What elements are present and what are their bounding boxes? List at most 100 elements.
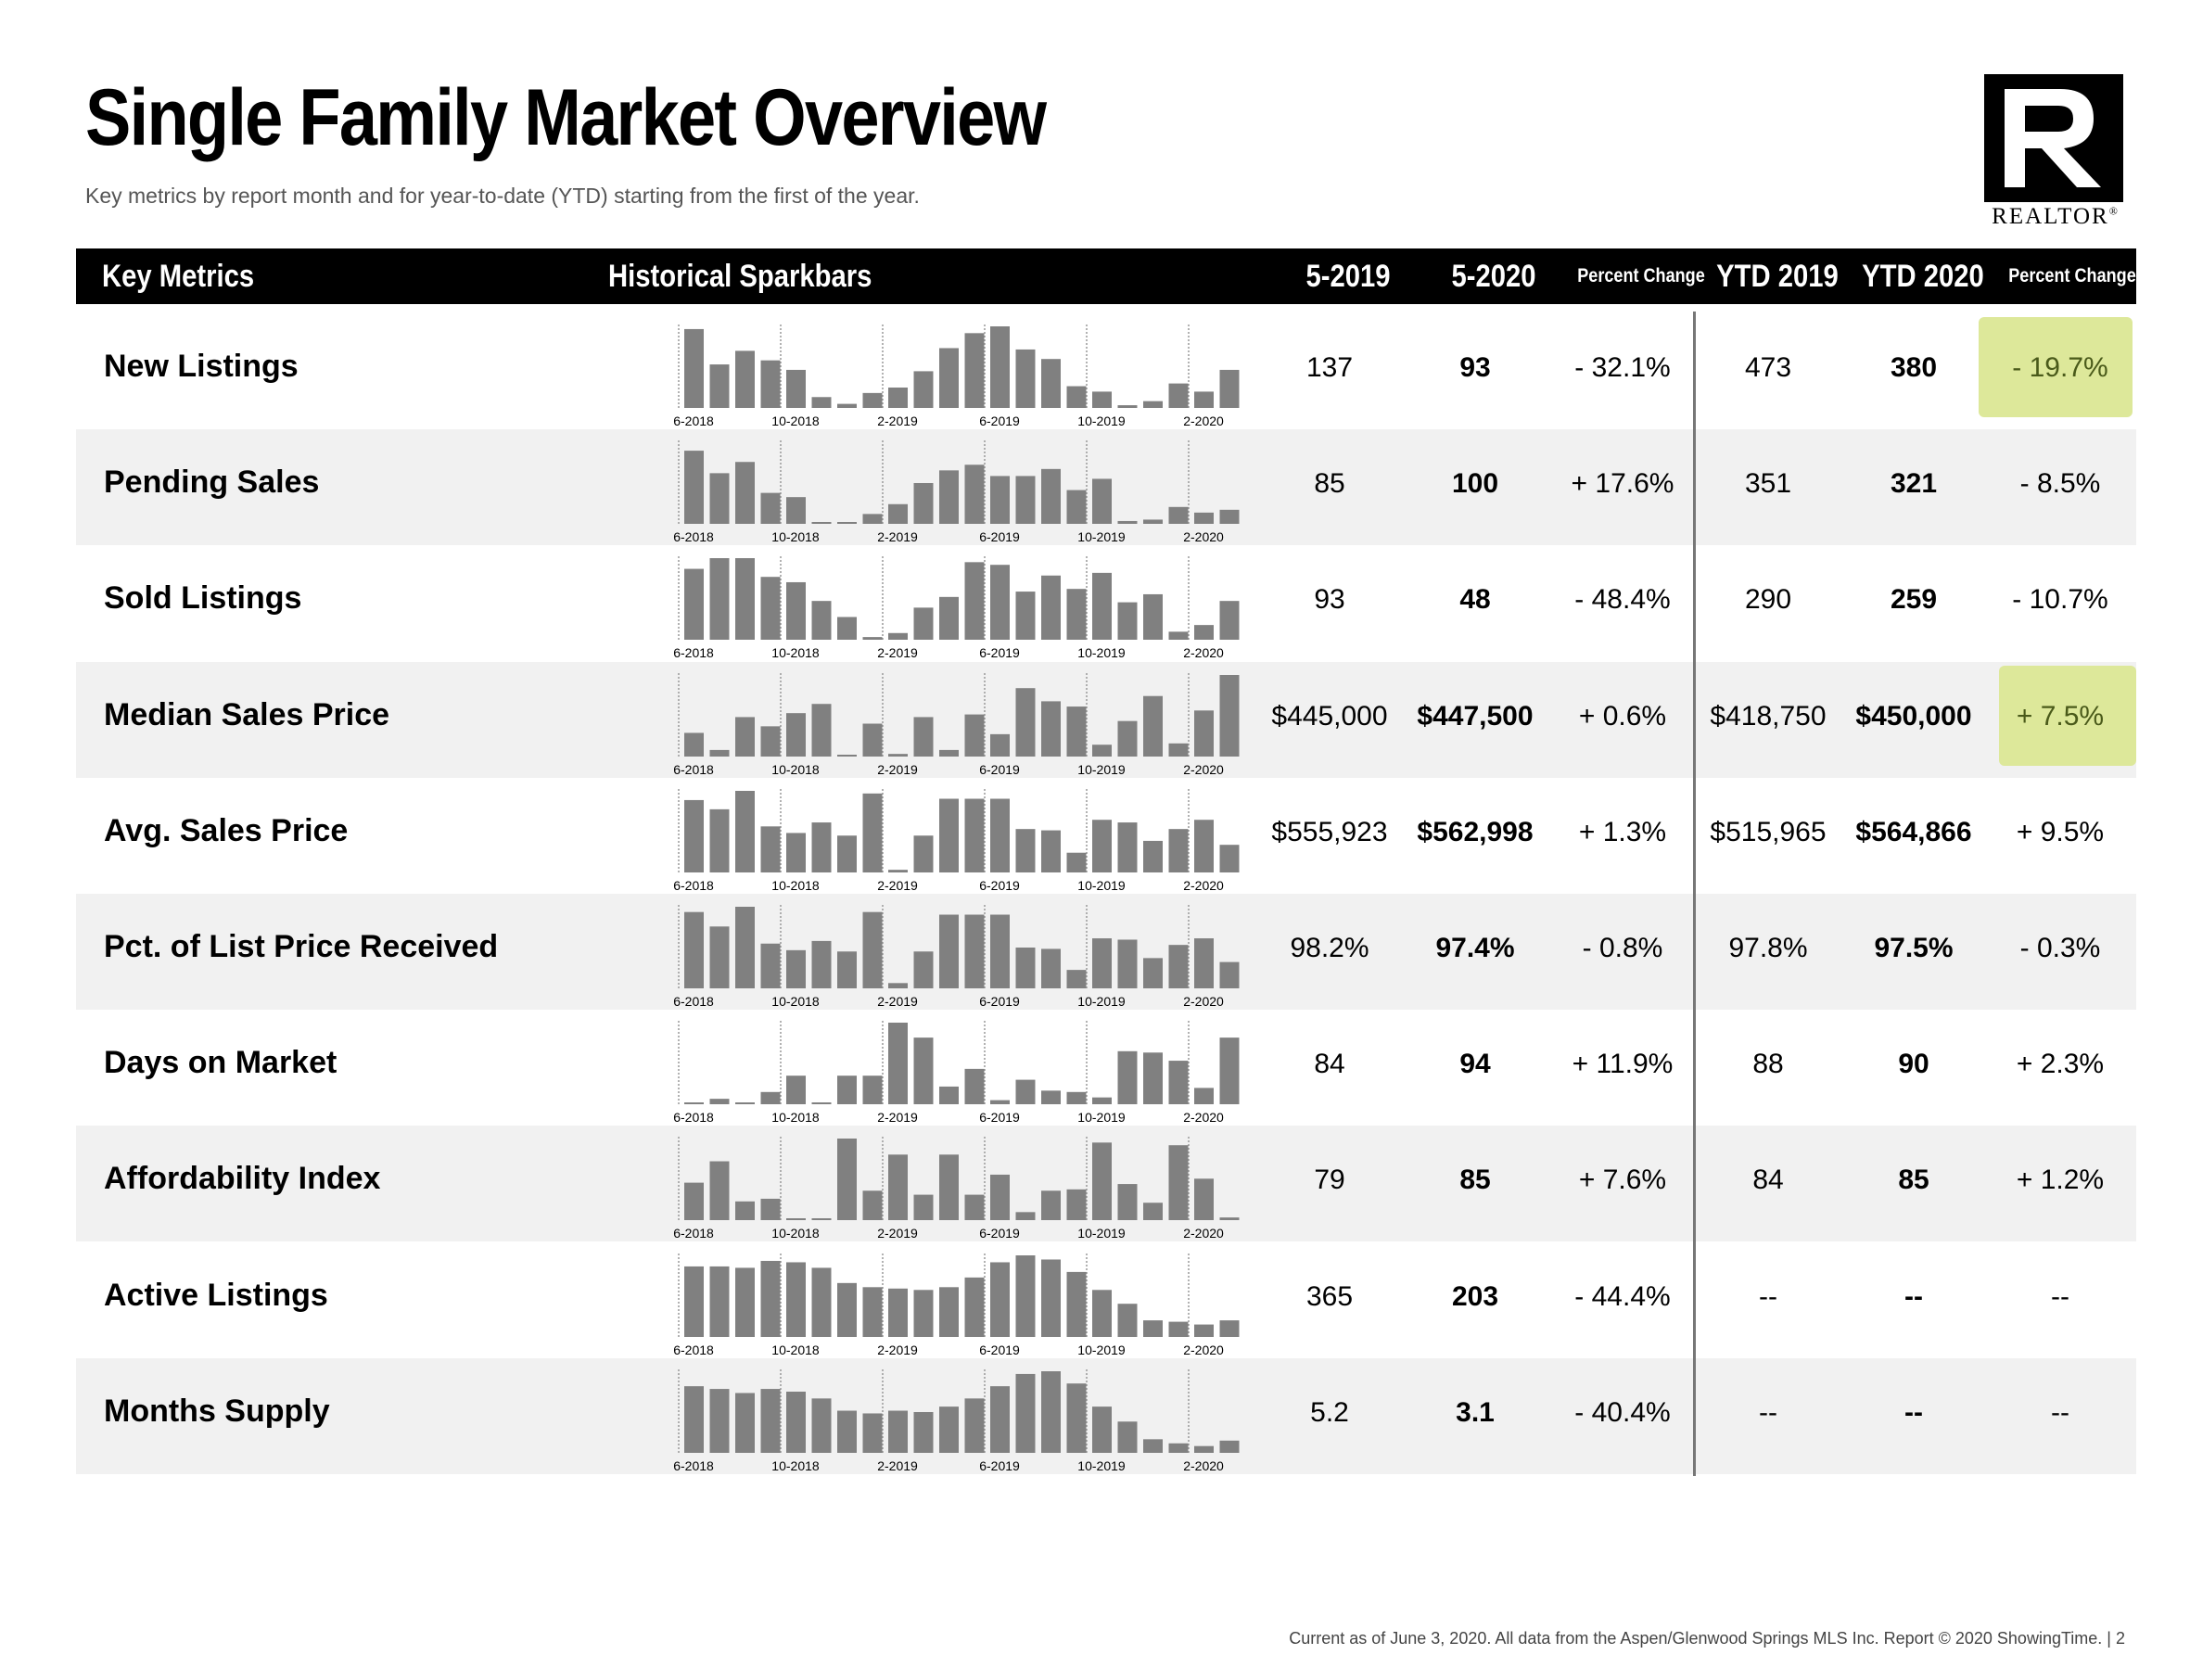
value-ytd-percent-change: - 10.7%	[2012, 584, 2108, 616]
sparkbar	[939, 470, 959, 525]
metric-name: Avg. Sales Price	[104, 812, 349, 848]
sparkbar	[1143, 1052, 1163, 1105]
sparkbar	[1168, 945, 1189, 988]
sparkbar-axis-label: 2-2020	[1183, 1226, 1224, 1241]
sparkbar	[1168, 1443, 1189, 1453]
sparkbar	[990, 565, 1010, 641]
sparkbar	[939, 348, 959, 408]
sparkbar	[1219, 844, 1240, 872]
sparkbar	[1066, 1382, 1087, 1453]
sparkbar	[1092, 573, 1112, 641]
sparkbar	[1194, 1445, 1214, 1453]
sparkbar-axis-label: 2-2019	[877, 1458, 918, 1473]
value-5-2019: $445,000	[1271, 700, 1388, 732]
sparkbar	[1041, 830, 1061, 872]
sparkbar	[990, 798, 1010, 872]
sparkbar	[786, 833, 806, 872]
sparkbar-chart: 6-2018 10-2018 2-2019 6-2019 10-2019 2-2020	[673, 556, 1240, 660]
sparkbar-axis-label: 10-2018	[771, 645, 820, 660]
sparkbar	[888, 1154, 908, 1221]
sparkbar	[1041, 948, 1061, 988]
sparkbar	[1143, 695, 1163, 757]
sparkbar	[964, 333, 985, 408]
sparkbar	[1143, 401, 1163, 408]
sparkbar	[760, 1388, 781, 1453]
sparkbar-axis-label: 10-2019	[1077, 414, 1126, 428]
realtor-logo-text: REALTOR®	[1992, 204, 2120, 229]
sparkbar	[1117, 1050, 1138, 1105]
sparkbar-axis-label: 10-2018	[771, 1343, 820, 1357]
value-ytd-percent-change: --	[2051, 1396, 2069, 1428]
table-row: Median Sales Price 6-2018 10-2018 2-2019 6-2…	[76, 661, 2136, 778]
sparkbar	[862, 514, 883, 525]
sparkbar	[964, 1277, 985, 1337]
sparkbar	[862, 1190, 883, 1221]
value-ytd-percent-change: + 2.3%	[2016, 1049, 2105, 1080]
sparkbar	[888, 1288, 908, 1337]
value-percent-change: - 0.8%	[1582, 933, 1663, 963]
sparkbar	[735, 1393, 755, 1453]
sparkbar	[913, 951, 934, 988]
sparkbar	[939, 914, 959, 988]
value-5-2019: 93	[1314, 584, 1345, 616]
value-5-2019: $555,923	[1271, 816, 1388, 847]
sparkbar	[1168, 1061, 1189, 1105]
sparkbar	[786, 1262, 806, 1337]
value-ytd-2019: 84	[1752, 1165, 1784, 1196]
header-key-metrics: Key Metrics	[102, 259, 255, 294]
sparkbar	[1117, 1303, 1138, 1337]
sparkbar-axis-label: 10-2018	[771, 994, 820, 1009]
table-row: Avg. Sales Price 6-2018 10-2018 2-2019 6-201…	[76, 778, 2136, 894]
sparkbar-axis-label: 10-2018	[771, 1458, 820, 1473]
sparkbar	[862, 1413, 883, 1453]
metric-name: Days on Market	[104, 1045, 337, 1081]
sparkbar	[735, 1102, 755, 1105]
sparkbar	[1194, 391, 1214, 408]
sparkbar	[1066, 490, 1087, 525]
header-percent-change: Percent Change	[1577, 265, 1705, 286]
sparkbar-axis-label: 2-2019	[877, 1110, 918, 1125]
page-title: Single Family Market Overview	[85, 73, 1047, 162]
sparkbar	[913, 371, 934, 408]
sparkbar	[1066, 970, 1087, 988]
sparkbar-axis-label: 6-2019	[979, 529, 1020, 544]
table-row: Months Supply 6-2018 10-2018 2-2019 6-2019 10…	[76, 1357, 2136, 1474]
sparkbar	[939, 1087, 959, 1105]
sparkbar	[1168, 1145, 1189, 1221]
sparkbar	[913, 1194, 934, 1221]
sparkbar	[1194, 1324, 1214, 1337]
sparkbar	[786, 1218, 806, 1221]
sparkbar	[862, 392, 883, 408]
sparkbar	[1092, 1289, 1112, 1337]
sparkbar	[888, 633, 908, 641]
sparkbar-axis-label: 6-2019	[979, 994, 1020, 1009]
value-ytd-2020: 259	[1890, 584, 1938, 616]
value-ytd-2019: 473	[1744, 352, 1792, 383]
sparkbar	[811, 1218, 832, 1221]
sparkbar	[990, 733, 1010, 757]
sparkbar	[862, 723, 883, 757]
sparkbar	[964, 1194, 985, 1221]
value-ytd-2019: $418,750	[1710, 700, 1827, 732]
metric-name: Median Sales Price	[104, 696, 390, 732]
sparkbar-chart: 6-2018 10-2018 2-2019 6-2019 10-2019 2-2020	[673, 440, 1240, 544]
ytd-change-highlight	[1999, 665, 2136, 766]
sparkbar	[684, 568, 704, 641]
sparkbar	[1015, 349, 1036, 408]
sparkbar	[760, 492, 781, 525]
sparkbar	[1041, 1190, 1061, 1221]
sparkbar	[709, 926, 730, 988]
value-percent-change: + 11.9%	[1572, 1049, 1674, 1080]
sparkbar	[964, 714, 985, 757]
sparkbar	[1117, 602, 1138, 641]
header-sparkbars: Historical Sparkbars	[608, 259, 872, 294]
sparkbar	[1219, 510, 1240, 525]
value-ytd-2020: 97.5%	[1874, 933, 1954, 963]
sparkbar-axis-label: 6-2018	[673, 529, 714, 544]
sparkbar	[964, 562, 985, 641]
sparkbar	[684, 328, 704, 408]
sparkbar	[1117, 521, 1138, 525]
value-ytd-2019: 97.8%	[1728, 933, 1808, 963]
table-row: Active Listings 6-2018 10-2018 2-2019 6-2019…	[76, 1242, 2136, 1358]
sparkbar	[1041, 1090, 1061, 1105]
